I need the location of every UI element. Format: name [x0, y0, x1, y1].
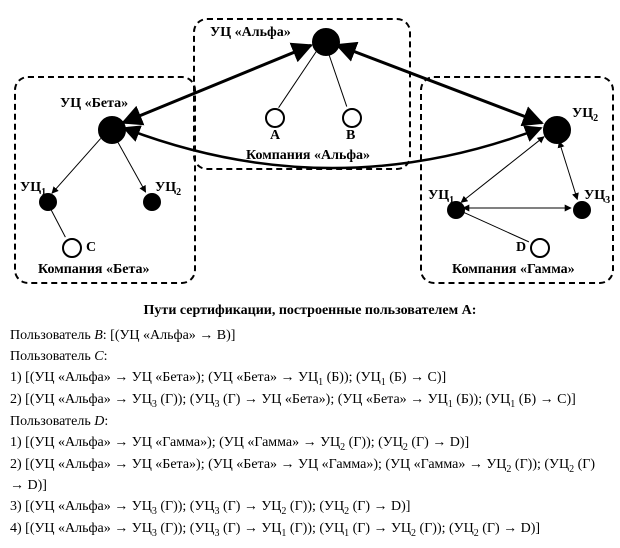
node-gamma_root: [543, 116, 571, 144]
node-alpha_root: [312, 28, 340, 56]
text-title: Пути сертификации, построенные пользоват…: [10, 302, 610, 321]
node-label-beta_uc2: УЦ2: [155, 180, 181, 198]
node-label-alpha_A: А: [270, 128, 280, 144]
group-label-gamma: Компания «Гамма»: [452, 262, 575, 278]
text-line: 1) [(УЦ «Альфа» → УЦ «Бета»); (УЦ «Бета»…: [10, 369, 610, 389]
text-line: 1) [(УЦ «Альфа» → УЦ «Гамма»); (УЦ «Гамм…: [10, 434, 610, 454]
node-label-alpha_B: В: [346, 128, 355, 144]
node-label-alpha_root: УЦ «Альфа»: [210, 25, 291, 41]
group-label-beta: Компания «Бета»: [38, 262, 150, 278]
node-label-beta_uc1: УЦ1: [20, 180, 46, 198]
text-line: 4) [(УЦ «Альфа» → УЦ3 (Г)); (УЦ3 (Г) → У…: [10, 520, 610, 540]
text-line: 3) [(УЦ «Альфа» → УЦ3 (Г)); (УЦ3 (Г) → У…: [10, 498, 610, 518]
node-label-beta_root: УЦ «Бета»: [60, 96, 128, 112]
node-beta_root: [98, 116, 126, 144]
text-line: 2) [(УЦ «Альфа» → УЦ «Бета»); (УЦ «Бета»…: [10, 456, 610, 495]
group-label-alpha: Компания «Альфа»: [246, 148, 370, 164]
text-line: Пользователь С:: [10, 348, 610, 367]
diagram-area: Компания «Альфа» Компания «Бета» Компания …: [0, 0, 620, 300]
text-block: Пути сертификации, построенные пользоват…: [0, 302, 620, 548]
text-line: Пользователь D:: [10, 413, 610, 432]
node-alpha_B: [342, 108, 362, 128]
node-label-beta_C: С: [86, 240, 96, 256]
node-alpha_A: [265, 108, 285, 128]
node-label-gamma_uc1: УЦ1: [428, 188, 454, 206]
node-label-gamma_D: D: [516, 240, 526, 256]
text-lines: Пользователь В: [(УЦ «Альфа» → В)] Пользо…: [10, 327, 610, 540]
text-line: Пользователь В: [(УЦ «Альфа» → В)]: [10, 327, 610, 346]
node-gamma_D: [530, 238, 550, 258]
node-label-gamma_uc3: УЦ3: [584, 188, 610, 206]
text-line: 2) [(УЦ «Альфа» → УЦ3 (Г)); (УЦ3 (Г) → У…: [10, 391, 610, 411]
node-label-gamma_root: УЦ2: [572, 106, 598, 124]
node-beta_C: [62, 238, 82, 258]
